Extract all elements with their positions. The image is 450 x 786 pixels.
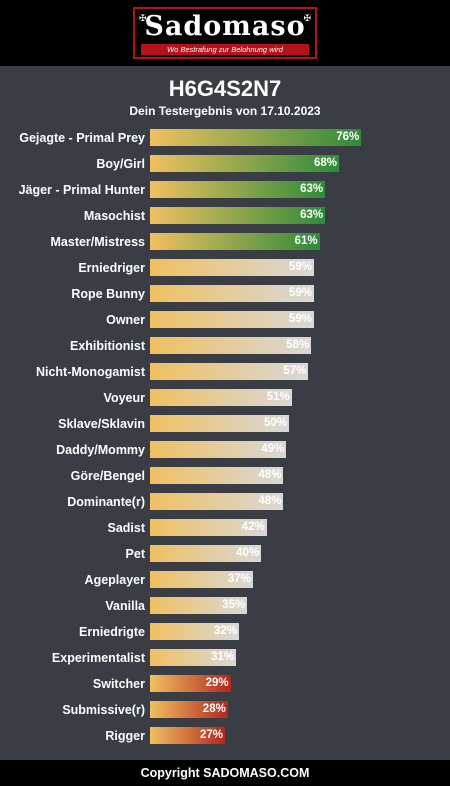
bar: 49% (150, 441, 287, 458)
bar-label: Sklave/Sklavin (58, 417, 145, 431)
logo-tagline: Wo Bestrafung zur Belohnung wird (141, 44, 309, 55)
bar-label: Experimentalist (51, 651, 145, 665)
bar-value-label: 35% (222, 599, 246, 611)
bar-value-label: 63% (300, 209, 324, 221)
bar-label: Dominante(r) (67, 495, 145, 509)
bar-value-label: 58% (286, 339, 310, 351)
bar: 32% (150, 623, 239, 640)
bar-value-label: 37% (227, 573, 251, 585)
bar-label: Rigger (105, 729, 145, 743)
bar-value-label: 51% (266, 391, 290, 403)
bar-value-label: 28% (202, 703, 226, 715)
bar-label: Owner (106, 313, 145, 327)
bar-value-label: 48% (258, 469, 282, 481)
bar-label: Daddy/Mommy (56, 443, 145, 457)
bar-value-label: 59% (288, 287, 313, 299)
bar-value-label: 48% (258, 495, 282, 507)
bar-value-label: 32% (213, 625, 237, 637)
bar: 63% (150, 207, 326, 224)
bar-value-label: 59% (288, 261, 313, 273)
bar-label: Gejagte - Primal Prey (19, 131, 145, 145)
bar-value-label: 42% (241, 521, 265, 533)
bar-label: Vanilla (105, 599, 145, 613)
bar: 35% (150, 597, 248, 614)
site-logo[interactable]: ✠ ✠ Sadomaso Wo Bestrafung zur Belohnung… (133, 7, 317, 59)
bar-value-label: 76% (336, 131, 360, 143)
bar-value-label: 59% (288, 313, 313, 325)
bar: 68% (150, 155, 340, 172)
bar: 57% (150, 363, 309, 380)
bar-label: Rope Bunny (71, 287, 145, 301)
bar-label: Exhibitionist (70, 339, 145, 353)
ornament-icon: ✠ (303, 13, 311, 23)
bar: 29% (150, 675, 231, 692)
bar: 59% (150, 285, 315, 302)
bar: 76% (150, 129, 362, 146)
bar: 61% (150, 233, 320, 250)
chart-subtitle: Dein Testergebnis von 17.10.2023 (129, 104, 321, 118)
bar-label: Voyeur (103, 391, 145, 405)
logo-text: Sadomaso (144, 11, 306, 42)
bar-label: Pet (125, 547, 145, 561)
bar: 48% (150, 467, 284, 484)
bar-label: Sadist (107, 521, 145, 535)
bar: 40% (150, 545, 262, 562)
bar: 51% (150, 389, 292, 406)
bar-value-label: 57% (283, 365, 307, 377)
bar-label: Master/Mistress (50, 235, 146, 249)
bar-value-label: 63% (300, 183, 324, 195)
bar: 58% (150, 337, 312, 354)
site-header: ✠ ✠ Sadomaso Wo Bestrafung zur Belohnung… (0, 0, 450, 66)
bar-value-label: 29% (205, 677, 229, 689)
bar-label: Switcher (92, 677, 145, 691)
bar-chart: Gejagte - Primal Prey 76% Boy/Girl 68% Jäger… (18, 129, 362, 744)
bar: 59% (150, 259, 315, 276)
bar-value-label: 31% (211, 651, 235, 663)
ornament-icon: ✠ (139, 13, 147, 23)
chart-title: H6G4S2N7 (168, 76, 282, 101)
bar-label: Masochist (83, 209, 145, 223)
bar-label: Erniedriger (78, 261, 145, 275)
bar-label: Ageplayer (84, 573, 145, 587)
bar-value-label: 61% (294, 235, 318, 247)
bar-value-label: 50% (263, 417, 287, 429)
bar-label: Boy/Girl (96, 157, 145, 171)
bar-label: Göre/Bengel (70, 469, 145, 483)
bar-label: Erniedrigte (79, 625, 145, 639)
bar: 63% (150, 181, 326, 198)
bar-label: Submissive(r) (62, 703, 145, 717)
bar: 37% (150, 571, 253, 588)
bar: 48% (150, 493, 284, 510)
bar-label: Jäger - Primal Hunter (18, 183, 145, 197)
bar-value-label: 27% (200, 729, 224, 741)
bar-label: Nicht-Monogamist (35, 365, 145, 379)
bar: 31% (150, 649, 237, 666)
bar: 27% (150, 727, 226, 744)
bar-value-label: 68% (314, 157, 338, 169)
footer-copyright: Copyright SADOMASO.COM (0, 760, 450, 786)
bar: 59% (150, 311, 315, 328)
bar: 50% (150, 415, 289, 432)
bar-value-label: 49% (261, 443, 285, 455)
bar: 28% (150, 701, 228, 718)
bar: 42% (150, 519, 267, 536)
bar-value-label: 40% (236, 547, 260, 559)
